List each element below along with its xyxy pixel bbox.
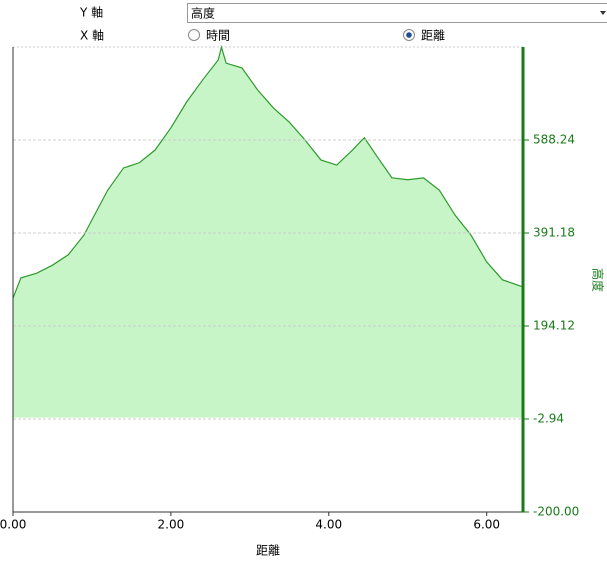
x-tick-label: 4.00: [315, 518, 342, 532]
area-fill: [13, 47, 523, 417]
radio-group: 時間 距離: [189, 29, 446, 43]
y-tick-label: 588.24: [533, 133, 575, 147]
x-tick-label: 0.00: [0, 518, 26, 532]
radio[interactable]: [189, 30, 200, 41]
y-tick-label: 194.12: [533, 319, 575, 333]
x-tick-label: 6.00: [473, 518, 500, 532]
x-axis-label: X 軸: [80, 29, 104, 43]
y-tick-label: -2.94: [533, 412, 564, 426]
y-axis-select[interactable]: [188, 4, 607, 23]
y-axis-value: 高度: [191, 6, 215, 21]
radio-dot: [406, 32, 412, 38]
y-axis-title: 高度: [591, 268, 606, 292]
y-axis-label: Y 軸: [79, 6, 103, 20]
radio-label: 距離: [421, 29, 445, 43]
y-tick-label: 391.18: [533, 226, 575, 240]
y-tick-label: -200.00: [533, 505, 579, 519]
x-axis-title: 距離: [256, 544, 280, 558]
radio-label: 時間: [206, 29, 230, 43]
x-tick-label: 2.00: [158, 518, 185, 532]
plot: -200.00 -2.94 194.12 391.18 588.24 0.00 2.00 4.…: [0, 47, 606, 558]
